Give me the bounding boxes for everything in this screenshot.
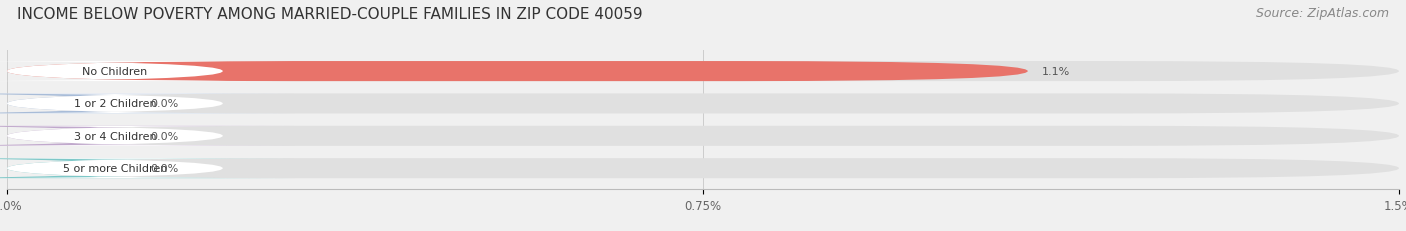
FancyBboxPatch shape: [0, 158, 295, 179]
FancyBboxPatch shape: [0, 126, 295, 146]
Text: 5 or more Children: 5 or more Children: [63, 164, 167, 173]
Text: INCOME BELOW POVERTY AMONG MARRIED-COUPLE FAMILIES IN ZIP CODE 40059: INCOME BELOW POVERTY AMONG MARRIED-COUPL…: [17, 7, 643, 22]
Text: No Children: No Children: [83, 67, 148, 77]
Text: 0.0%: 0.0%: [150, 164, 179, 173]
Text: Source: ZipAtlas.com: Source: ZipAtlas.com: [1256, 7, 1389, 20]
FancyBboxPatch shape: [0, 94, 295, 114]
FancyBboxPatch shape: [0, 126, 295, 146]
FancyBboxPatch shape: [0, 62, 295, 82]
FancyBboxPatch shape: [0, 158, 295, 179]
FancyBboxPatch shape: [0, 94, 295, 114]
Text: 1.1%: 1.1%: [1042, 67, 1070, 77]
FancyBboxPatch shape: [7, 158, 1399, 179]
FancyBboxPatch shape: [7, 126, 1399, 146]
Text: 0.0%: 0.0%: [150, 99, 179, 109]
FancyBboxPatch shape: [7, 94, 1399, 114]
FancyBboxPatch shape: [7, 62, 1399, 82]
Text: 1 or 2 Children: 1 or 2 Children: [73, 99, 156, 109]
FancyBboxPatch shape: [7, 62, 1028, 82]
Text: 0.0%: 0.0%: [150, 131, 179, 141]
Text: 3 or 4 Children: 3 or 4 Children: [73, 131, 156, 141]
